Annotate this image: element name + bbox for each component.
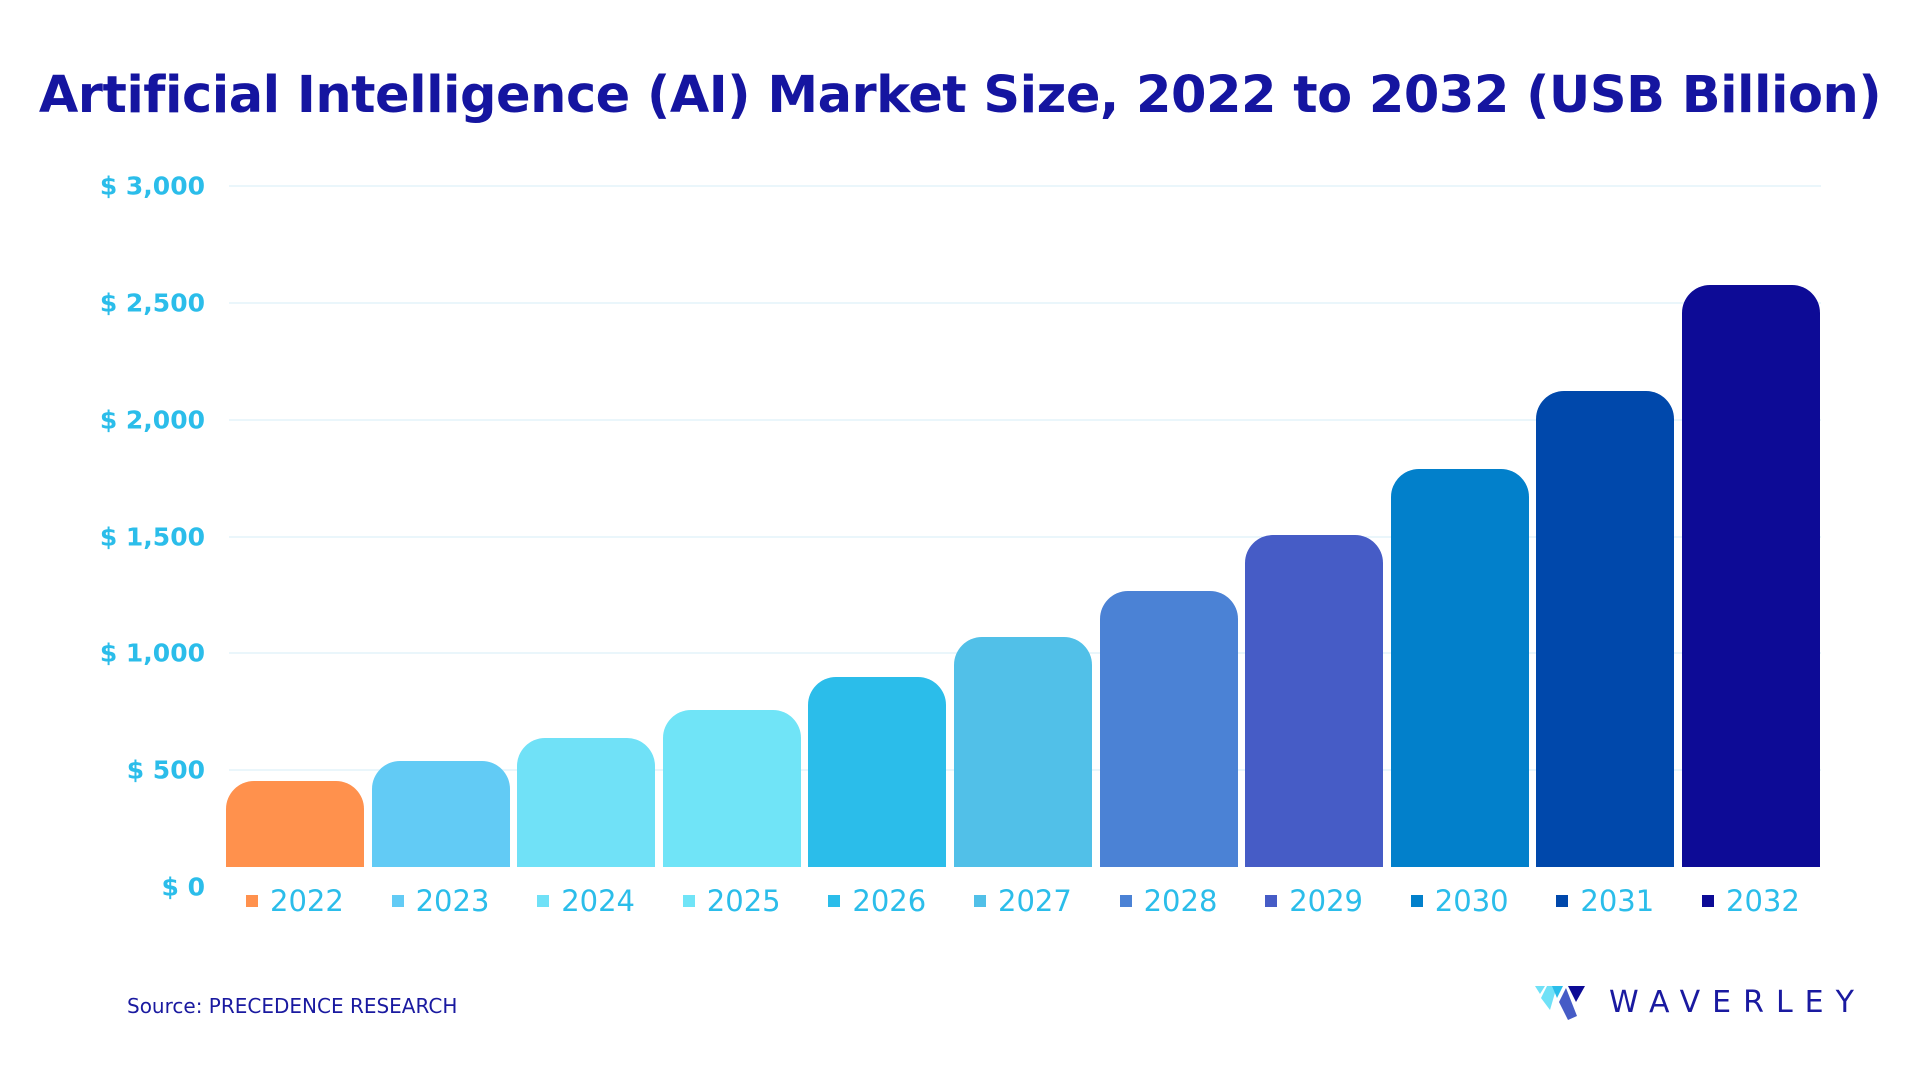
gridline bbox=[229, 418, 1821, 421]
legend-label: 2030 bbox=[1434, 884, 1509, 918]
bar-2025 bbox=[662, 709, 801, 867]
legend-swatch bbox=[1265, 895, 1278, 907]
legend-item: 2029 bbox=[1265, 884, 1363, 918]
legend-label: 2029 bbox=[1289, 884, 1363, 918]
y-tick-label: $ 2,000 bbox=[99, 405, 205, 435]
y-tick-label: $ 500 bbox=[126, 755, 205, 785]
bar-2028 bbox=[1099, 590, 1238, 867]
legend-swatch bbox=[1702, 895, 1714, 907]
bar-2029 bbox=[1245, 535, 1384, 867]
legend-item: 2026 bbox=[828, 884, 926, 918]
legend-item: 2032 bbox=[1702, 884, 1800, 918]
legend-label: 2026 bbox=[852, 884, 927, 918]
legend-label: 2023 bbox=[415, 884, 490, 918]
legend-label: 2032 bbox=[1726, 884, 1800, 918]
legend-item: 2022 bbox=[246, 884, 344, 918]
legend-label: 2031 bbox=[1580, 884, 1655, 918]
legend-label: 2024 bbox=[561, 884, 635, 918]
bar-2030 bbox=[1390, 469, 1529, 867]
gridline bbox=[229, 301, 1821, 304]
legend-item: 2024 bbox=[537, 884, 635, 918]
legend-item: 2030 bbox=[1410, 884, 1509, 918]
y-tick-label: $ 2,500 bbox=[99, 288, 205, 318]
y-tick-label: $ 3,000 bbox=[99, 171, 205, 201]
waverley-logo-icon bbox=[1535, 985, 1585, 1020]
legend-swatch bbox=[391, 895, 404, 907]
logo-text: WAVERLEY bbox=[1609, 985, 1866, 1020]
source-note: Source: PRECEDENCE RESEARCH bbox=[127, 994, 458, 1018]
y-tick-label: $ 1,500 bbox=[99, 522, 205, 551]
legend-swatch bbox=[1119, 895, 1132, 907]
bar-2024 bbox=[517, 737, 656, 867]
legend-item: 2023 bbox=[391, 884, 490, 918]
legend-item: 2031 bbox=[1556, 884, 1654, 918]
bar-2022 bbox=[226, 780, 364, 867]
legend-label: 2027 bbox=[998, 884, 1072, 918]
waverley-logo: WAVERLEY bbox=[1535, 985, 1866, 1020]
bar-2023 bbox=[371, 761, 510, 867]
chart-title: Artificial Intelligence (AI) Market Size… bbox=[38, 66, 1882, 125]
legend-swatch bbox=[1556, 895, 1569, 907]
gridline bbox=[229, 535, 1821, 538]
bar-2027 bbox=[954, 637, 1092, 867]
legend-swatch bbox=[537, 895, 550, 907]
legend-item: 2028 bbox=[1119, 884, 1218, 918]
legend-swatch bbox=[828, 895, 841, 907]
y-tick-label: $ 1,000 bbox=[99, 638, 205, 668]
gridline bbox=[229, 185, 1821, 187]
bar-2026 bbox=[808, 676, 947, 867]
legend-label: 2025 bbox=[706, 884, 781, 918]
legend-swatch bbox=[246, 895, 258, 907]
legend-swatch bbox=[1410, 895, 1423, 907]
legend-label: 2022 bbox=[270, 884, 344, 918]
legend-label: 2028 bbox=[1143, 884, 1218, 918]
legend-swatch bbox=[974, 895, 986, 907]
legend-swatch bbox=[682, 895, 695, 907]
legend-item: 2027 bbox=[974, 884, 1072, 918]
bar-2032 bbox=[1682, 285, 1820, 867]
legend-item: 2025 bbox=[682, 884, 781, 918]
y-tick-label: $ 0 bbox=[161, 872, 206, 902]
bar-2031 bbox=[1536, 390, 1675, 867]
